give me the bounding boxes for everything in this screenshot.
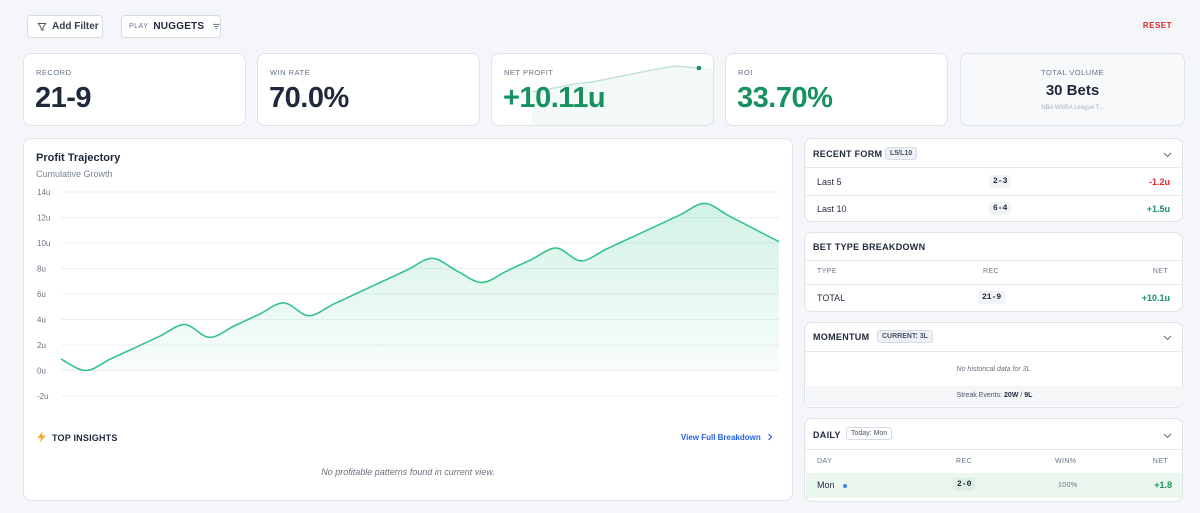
streak-losses: 9L (1024, 392, 1033, 399)
bet-type-row-type: TOTAL (817, 293, 846, 303)
win-rate-card: WIN RATE 70.0% (257, 53, 480, 126)
chevron-right-icon (768, 433, 773, 441)
y-tick-label: 12u (37, 214, 50, 223)
divider (805, 284, 1182, 285)
roi-card: ROI 33.70% (725, 53, 948, 126)
funnel-icon (37, 22, 47, 31)
bet-type-row-rec: 21-9 (978, 291, 1006, 304)
total-volume-value: 30 Bets (1045, 82, 1100, 99)
roi-label: ROI (738, 68, 753, 77)
daily-row-win: 100% (1058, 482, 1078, 489)
top-insights-header: TOP INSIGHTS View Full Breakdown (36, 431, 774, 445)
lightning-icon (37, 431, 46, 443)
profit-line (60, 202, 780, 372)
win-rate-label: WIN RATE (270, 68, 311, 77)
streak-events: Streak Events: 20W / 9L (806, 392, 1183, 399)
form-row-label: Last 5 (817, 177, 842, 187)
bet-type-title: BET TYPE BREAKDOWN (813, 242, 926, 252)
profit-chart: 14u 12u 10u 8u 6u 4u 2u 0u -2u (37, 188, 780, 401)
chevron-down-icon[interactable] (1163, 150, 1172, 159)
momentum-title: MOMENTUM (813, 332, 870, 342)
column-header-net: NET (1152, 458, 1168, 465)
profit-trajectory-card: Profit Trajectory Cumulative Growth 14u 1… (23, 138, 793, 501)
chevron-down-icon[interactable] (1163, 431, 1172, 440)
momentum-panel: MOMENTUM CURRENT: 3L No historical data … (804, 322, 1183, 408)
record-value: 21-9 (35, 82, 92, 114)
momentum-badge: CURRENT: 3L (877, 330, 933, 343)
record-label: RECORD (36, 68, 72, 77)
daily-row-day: Mon (817, 480, 835, 490)
recent-form-panel: RECENT FORM L5/L10 Last 5 2-3 -1.2u Last… (804, 138, 1183, 222)
net-profit-value: +10.11u (503, 82, 606, 114)
divider (805, 351, 1182, 352)
total-volume-leagues: NBA WNBA League T... (1041, 105, 1104, 111)
daily-panel: DAILY Today: Mon DAY REC WIN% NET Mon 2-… (804, 418, 1183, 502)
streak-events-bar: Streak Events: 20W / 9L (806, 386, 1183, 406)
column-header-net: NET (1152, 268, 1168, 275)
bet-type-row-net: +10.1u (1141, 293, 1170, 303)
momentum-empty-message: No historical data for 3L (956, 366, 1031, 373)
play-filter-chip[interactable]: PLAY NUGGETS (121, 15, 221, 38)
filter-lines-icon (213, 23, 220, 30)
y-tick-label: 2u (37, 341, 46, 350)
divider (805, 260, 1182, 261)
daily-badge: Today: Mon (846, 427, 893, 440)
form-row-net: +1.5u (1146, 204, 1170, 214)
daily-title: DAILY (813, 430, 841, 440)
streak-wins: 20W (1004, 392, 1019, 399)
column-header-rec: REC (956, 458, 972, 465)
play-key: PLAY (129, 23, 149, 30)
add-filter-button[interactable]: Add Filter (27, 15, 103, 38)
form-row-label: Last 10 (817, 204, 847, 214)
form-row-record: 6-4 (989, 202, 1012, 215)
profit-area (61, 203, 779, 371)
column-header-day: DAY (817, 458, 833, 465)
total-volume-card: TOTAL VOLUME 30 Bets NBA WNBA League T..… (960, 53, 1185, 126)
form-row-record: 2-3 (989, 175, 1012, 188)
record-card: RECORD 21-9 (23, 53, 246, 126)
net-profit-label: NET PROFIT (504, 68, 554, 77)
chart-subtitle: Cumulative Growth (36, 169, 113, 179)
daily-row-net: +1.8 (1154, 480, 1172, 490)
recent-form-badge: L5/L10 (885, 147, 918, 160)
total-volume-label: TOTAL VOLUME (1041, 68, 1104, 77)
divider (805, 195, 1182, 196)
no-insights-message: No profitable patterns found in current … (321, 467, 495, 477)
y-tick-label: 8u (37, 265, 46, 274)
view-full-breakdown-link[interactable]: View Full Breakdown (681, 433, 774, 442)
form-row-net: -1.2u (1148, 177, 1170, 187)
y-tick-label: 10u (37, 239, 50, 248)
daily-row-rec: 2-0 (953, 478, 976, 491)
win-rate-value: 70.0% (269, 82, 349, 114)
chart-title: Profit Trajectory (36, 152, 121, 164)
play-value: NUGGETS (153, 21, 205, 32)
y-tick-label: 4u (37, 316, 46, 325)
y-tick-label: -2u (37, 392, 49, 401)
today-dot-icon (843, 484, 847, 488)
streak-separator: / (1020, 392, 1023, 399)
divider (805, 449, 1182, 450)
divider (805, 167, 1182, 168)
y-tick-label: 14u (37, 188, 50, 197)
roi-value: 33.70% (737, 82, 833, 114)
y-tick-label: 6u (37, 290, 46, 299)
top-insights-title: TOP INSIGHTS (52, 433, 118, 443)
reset-button[interactable]: RESET (1142, 21, 1172, 30)
column-header-win: WIN% (1055, 458, 1077, 465)
table-row: Mon 2-0 100% +1.8 (806, 473, 1182, 498)
chevron-down-icon[interactable] (1163, 333, 1172, 342)
bet-type-panel: BET TYPE BREAKDOWN TYPE REC NET TOTAL 21… (804, 232, 1183, 312)
column-header-type: TYPE (817, 268, 837, 275)
streak-label: Streak Events: (956, 392, 1003, 399)
column-header-rec: REC (983, 268, 999, 275)
net-profit-card: NET PROFIT +10.11u (491, 53, 714, 126)
add-filter-label: Add Filter (52, 21, 99, 32)
y-tick-label: 0u (37, 367, 46, 376)
recent-form-title: RECENT FORM (813, 149, 883, 159)
filter-bar: Add Filter PLAY NUGGETS RESET (27, 15, 1187, 38)
view-full-breakdown-label: View Full Breakdown (680, 433, 761, 442)
net-profit-sparkline (531, 65, 713, 125)
